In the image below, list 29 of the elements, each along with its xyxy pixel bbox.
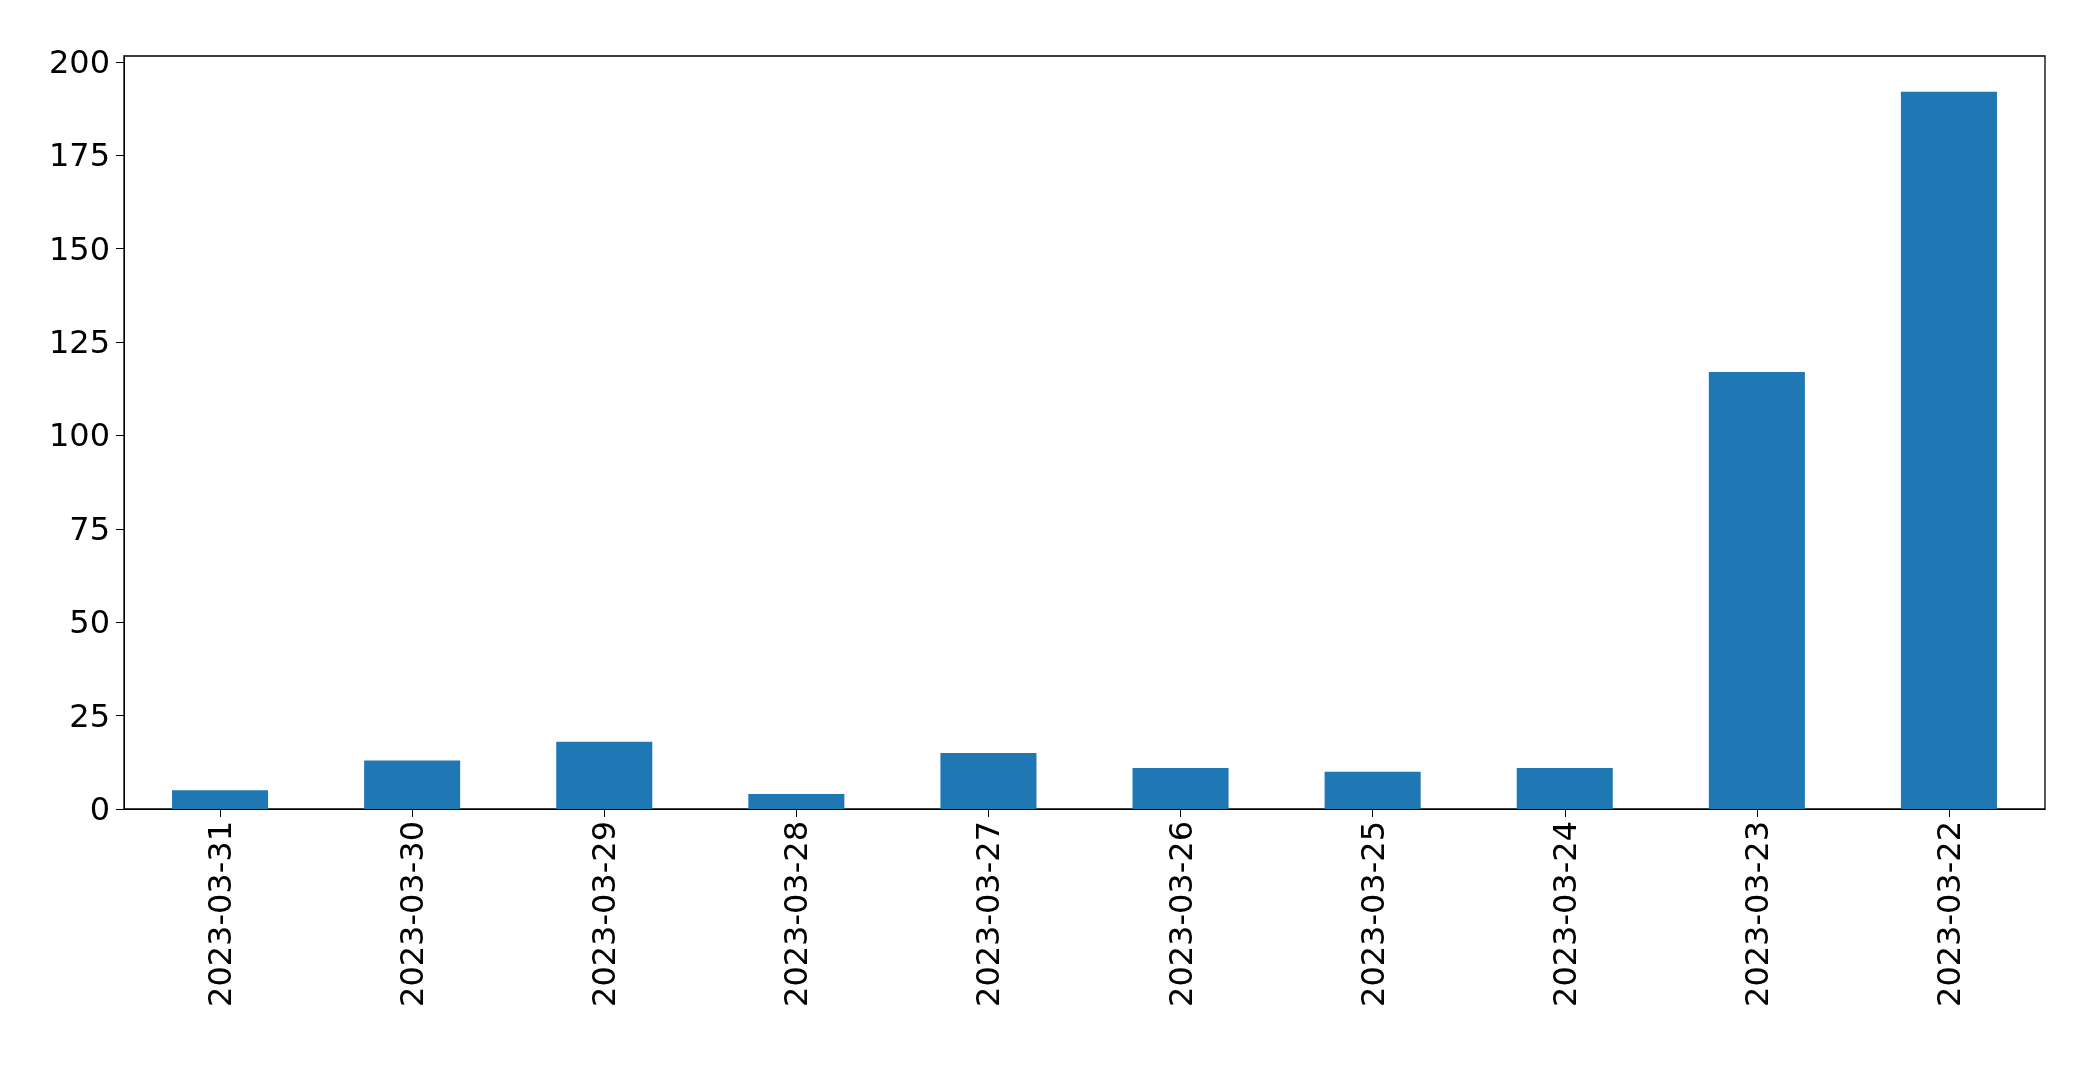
x-tick-label: 2023-03-28 [777, 821, 816, 1007]
y-tick-label: 100 [48, 416, 110, 455]
x-tick-label: 2023-03-30 [393, 821, 432, 1007]
x-tick-label: 2023-03-31 [201, 821, 240, 1007]
bar [1708, 371, 1805, 809]
y-tick-label: 75 [69, 509, 110, 548]
y-tick-label: 150 [48, 229, 110, 268]
bar [1516, 767, 1613, 809]
y-tick-label: 175 [48, 136, 110, 175]
bar [172, 790, 269, 809]
bar [748, 794, 845, 809]
y-tick-label: 0 [89, 790, 110, 828]
x-tick-label: 2023-03-26 [1161, 821, 1200, 1007]
bar [1324, 771, 1421, 809]
x-tick-label: 2023-03-29 [585, 821, 624, 1007]
y-tick-label: 25 [69, 696, 110, 735]
x-tick-label: 2023-03-27 [969, 821, 1008, 1007]
x-tick-label: 2023-03-23 [1737, 821, 1776, 1007]
bar [1132, 767, 1229, 809]
y-tick-label: 125 [48, 323, 110, 362]
bar [556, 741, 653, 809]
y-tick-label: 50 [69, 603, 110, 642]
bar [364, 760, 461, 809]
bar [1900, 91, 1997, 809]
x-tick-label: 2023-03-22 [1929, 821, 1968, 1007]
y-tick-label: 200 [48, 42, 110, 81]
x-tick-label: 2023-03-25 [1353, 821, 1392, 1007]
bar [940, 752, 1037, 809]
x-tick-label: 2023-03-24 [1545, 821, 1584, 1007]
